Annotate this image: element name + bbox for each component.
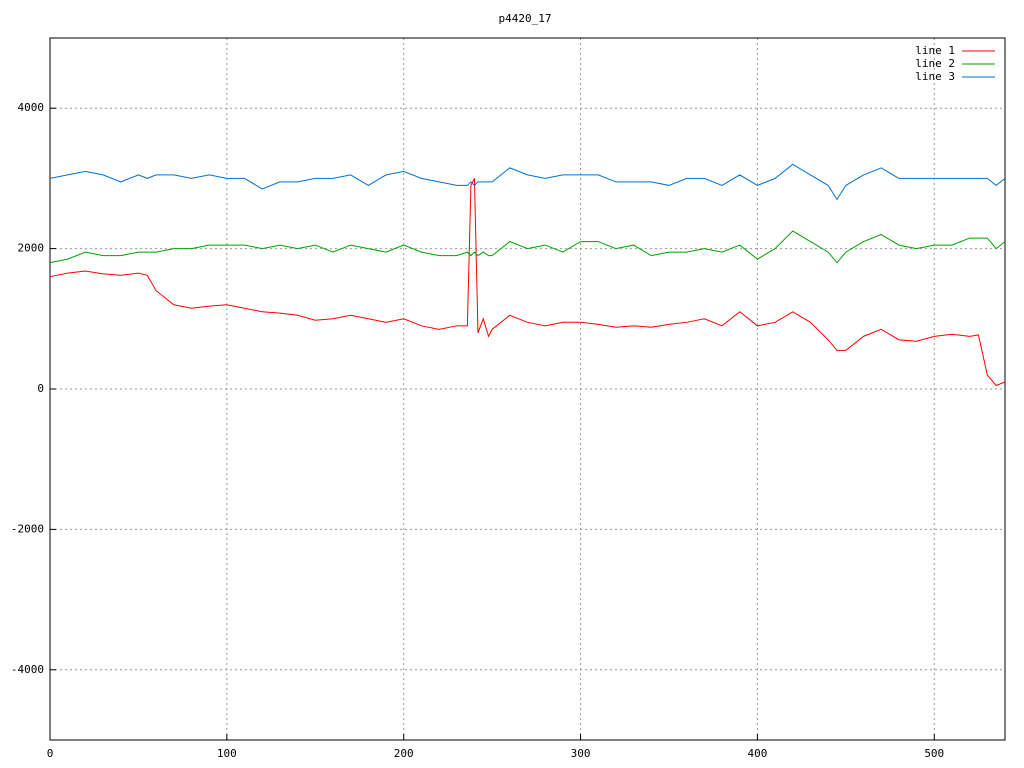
y-tick-label: -2000: [11, 522, 44, 535]
x-tick-label: 500: [924, 747, 944, 760]
x-tick-label: 400: [747, 747, 767, 760]
x-tick-label: 100: [217, 747, 237, 760]
y-tick-label: -4000: [11, 663, 44, 676]
legend-label: line 3: [915, 70, 955, 83]
data-line: [49, 230, 1006, 264]
legend-label: line 1: [915, 44, 955, 57]
x-tick-label: 300: [571, 747, 591, 760]
chart-title: p4420_17: [499, 12, 552, 25]
y-tick-label: 0: [37, 382, 44, 395]
x-tick-label: 200: [394, 747, 414, 760]
plot-frame: [49, 37, 1006, 741]
y-tick-label: 4000: [18, 101, 45, 114]
legend-label: line 2: [915, 57, 955, 70]
data-line: [49, 178, 1006, 387]
x-tick-label: 0: [47, 747, 54, 760]
y-tick-label: 2000: [18, 242, 45, 255]
data-line: [49, 163, 1006, 201]
